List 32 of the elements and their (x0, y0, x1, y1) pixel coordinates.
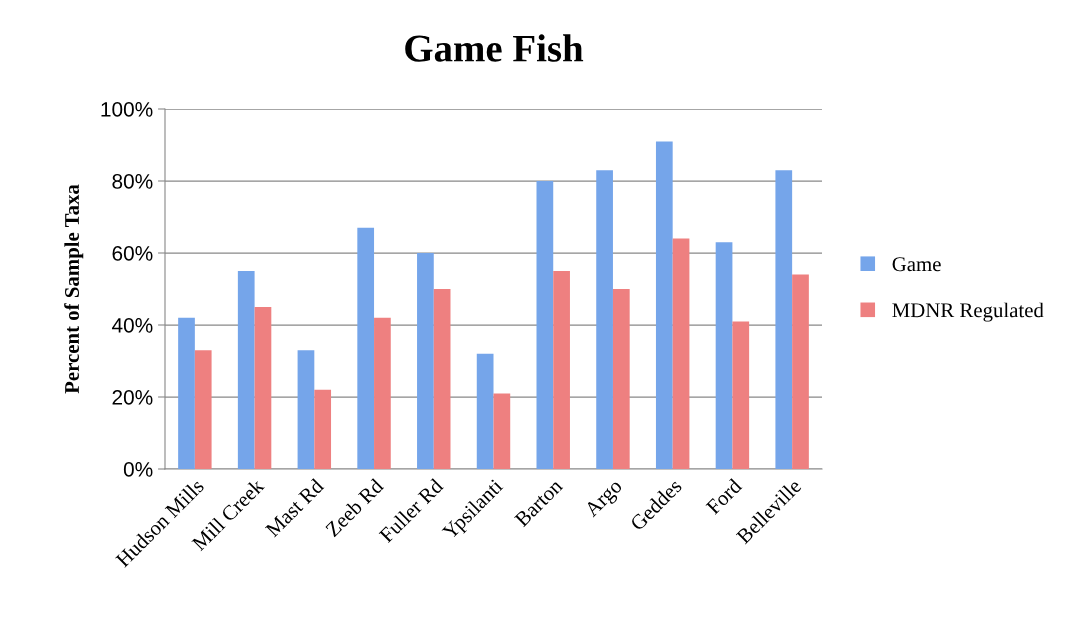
chart-title: Game Fish (405, 34, 584, 62)
bar (357, 227, 375, 469)
bar (715, 242, 733, 469)
bar (254, 307, 272, 469)
bar (732, 321, 750, 469)
bar (792, 274, 809, 469)
bar (672, 238, 690, 469)
bar (476, 353, 494, 469)
bar (553, 271, 570, 469)
y-tick-label: 20% (112, 390, 153, 405)
bar (612, 289, 630, 469)
bar (775, 170, 793, 469)
bar (374, 317, 391, 469)
bar (536, 181, 554, 469)
bar (194, 350, 212, 469)
legend-label: Game (892, 257, 941, 272)
bar (178, 317, 195, 469)
y-tick-label: 80% (112, 174, 153, 189)
bar (297, 350, 315, 469)
bar (314, 389, 332, 469)
y-axis-title: Percent of Sample Taxa (64, 184, 84, 394)
bar (655, 141, 673, 469)
y-tick-label: 0% (123, 462, 153, 477)
bar (237, 271, 255, 469)
bar (596, 170, 613, 469)
bar (493, 393, 511, 469)
bar (417, 253, 434, 469)
bar (433, 289, 451, 469)
legend-label: MDNR Regulated (892, 302, 1044, 322)
y-tick-label: 40% (111, 318, 153, 333)
y-tick-label: 100% (101, 102, 153, 117)
y-tick-label: 60% (112, 246, 153, 261)
